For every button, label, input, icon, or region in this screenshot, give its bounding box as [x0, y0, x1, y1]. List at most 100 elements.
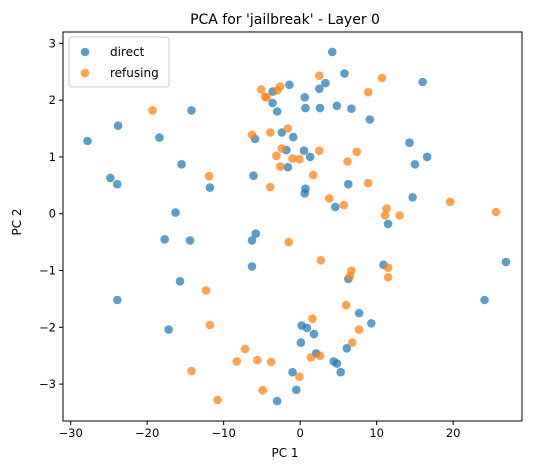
data-point-direct: [272, 107, 282, 116]
data-point-refusing: [295, 154, 304, 164]
data-point-refusing: [491, 207, 501, 217]
data-point-direct: [249, 171, 258, 180]
data-point-direct: [301, 103, 310, 113]
data-point-direct: [288, 367, 297, 377]
data-point-refusing: [354, 325, 364, 334]
legend-label: refusing: [110, 66, 159, 80]
y-tick-label: 1: [49, 150, 56, 164]
data-point-direct: [410, 160, 420, 169]
data-point-direct: [418, 77, 427, 87]
data-point-refusing: [252, 355, 262, 365]
y-tick-label: 2: [49, 93, 56, 107]
data-point-direct: [365, 115, 375, 124]
data-point-direct: [383, 219, 393, 229]
data-point-direct: [296, 338, 306, 347]
plot-frame: [62, 31, 523, 422]
data-point-direct: [187, 106, 196, 115]
series-refusing: [148, 71, 501, 405]
data-point-refusing: [316, 255, 326, 265]
data-point-refusing: [204, 171, 214, 181]
data-point-direct: [340, 69, 349, 78]
data-point-refusing: [266, 182, 275, 192]
data-point-refusing: [382, 204, 391, 213]
data-point-direct: [292, 385, 301, 395]
data-point-direct: [175, 277, 185, 286]
data-point-direct: [155, 133, 164, 142]
data-point-direct: [247, 262, 257, 271]
data-point-direct: [285, 80, 294, 90]
data-point-direct: [332, 359, 342, 368]
data-point-direct: [321, 78, 330, 88]
data-point-refusing: [306, 353, 316, 362]
data-point-direct: [347, 104, 356, 113]
data-point-direct: [302, 323, 312, 333]
data-point-refusing: [201, 286, 211, 295]
data-point-direct: [315, 84, 324, 94]
data-point-direct: [332, 101, 342, 111]
data-point-direct: [83, 136, 92, 146]
data-point-direct: [247, 236, 257, 245]
data-point-refusing: [377, 73, 387, 83]
chart-title: PCA for 'jailbreak' - Layer 0: [190, 12, 380, 28]
data-point-direct: [113, 121, 123, 130]
data-point-refusing: [341, 300, 351, 310]
data-point-direct: [501, 257, 511, 267]
data-point-refusing: [262, 93, 271, 102]
y-tick-label: −1: [39, 264, 56, 278]
data-point-refusing: [315, 71, 324, 80]
data-point-direct: [300, 189, 310, 198]
data-point-refusing: [247, 130, 257, 140]
data-point-direct: [205, 183, 215, 192]
x-tick-label: 20: [446, 426, 461, 440]
legend-marker: [80, 47, 90, 57]
data-point-direct: [185, 236, 195, 245]
data-points: [83, 47, 511, 406]
x-tick-label: 0: [296, 426, 303, 440]
data-point-refusing: [258, 386, 268, 395]
data-point-direct: [367, 319, 376, 328]
data-point-refusing: [363, 87, 373, 97]
data-point-refusing: [380, 211, 390, 220]
data-point-direct: [268, 98, 277, 108]
data-point-refusing: [187, 366, 196, 376]
data-point-direct: [354, 308, 364, 318]
data-point-direct: [305, 152, 315, 162]
data-point-refusing: [272, 151, 281, 161]
x-tick-label: −10: [212, 426, 236, 440]
y-tick-label: 0: [49, 207, 56, 221]
x-tick-label: −30: [59, 426, 83, 440]
data-point-refusing: [445, 197, 455, 207]
data-point-direct: [300, 93, 310, 102]
data-point-refusing: [383, 263, 393, 273]
data-point-refusing: [205, 320, 215, 330]
data-point-direct: [408, 193, 417, 202]
data-point-direct: [106, 173, 115, 183]
data-point-refusing: [363, 178, 373, 188]
data-point-direct: [342, 344, 352, 353]
y-axis-label: PC 2: [10, 208, 24, 235]
data-point-direct: [422, 152, 432, 162]
data-point-refusing: [256, 85, 266, 94]
data-point-refusing: [266, 128, 275, 137]
y-axis-ticks: −3 −2 −1 0 1 2 3: [39, 36, 63, 391]
data-point-refusing: [266, 357, 276, 367]
data-point-direct: [272, 396, 282, 406]
data-point-direct: [309, 329, 319, 339]
data-point-refusing: [324, 194, 334, 203]
data-point-refusing: [352, 147, 362, 157]
data-point-direct: [164, 325, 173, 334]
data-point-direct: [289, 132, 298, 142]
series-direct: [83, 47, 511, 406]
legend-marker: [80, 68, 90, 78]
legend-box: [68, 36, 170, 88]
data-point-refusing: [272, 86, 282, 95]
data-point-direct: [113, 295, 122, 305]
data-point-direct: [177, 160, 186, 169]
data-point-direct: [405, 138, 414, 147]
legend-label: direct: [110, 45, 145, 59]
legend: direct refusing: [68, 36, 170, 88]
data-point-refusing: [395, 211, 404, 220]
y-tick-label: 3: [49, 36, 56, 50]
